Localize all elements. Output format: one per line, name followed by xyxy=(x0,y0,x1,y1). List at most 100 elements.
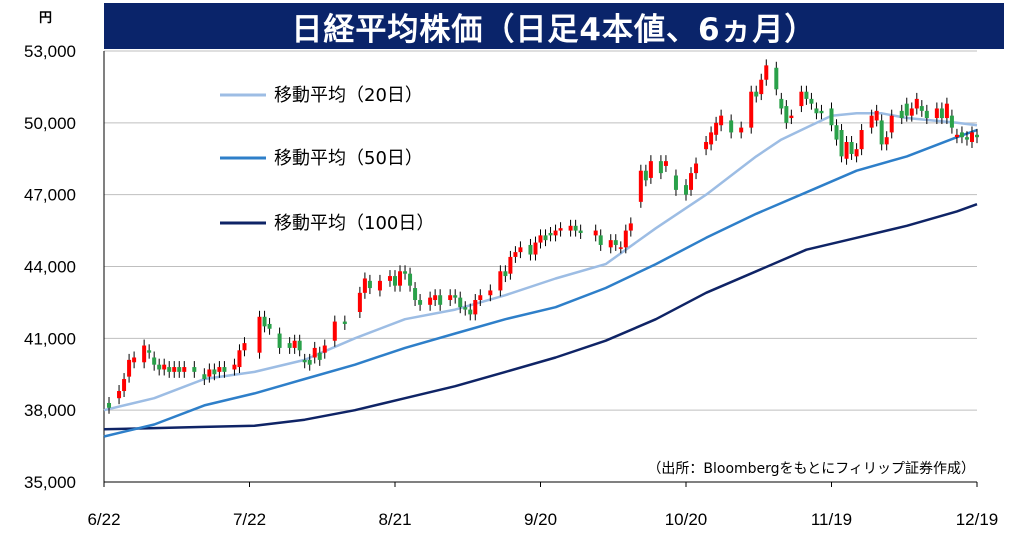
candle-body xyxy=(332,321,337,341)
candle-body xyxy=(874,110,879,121)
candle-body xyxy=(598,235,603,245)
candle-body xyxy=(704,141,709,150)
candle-body xyxy=(558,228,563,231)
candle-body xyxy=(719,115,724,126)
candle-body xyxy=(438,295,443,305)
candle-body xyxy=(779,98,784,109)
candle-body xyxy=(814,108,819,114)
candle-body xyxy=(302,359,307,363)
candle-body xyxy=(593,230,598,236)
candle-body xyxy=(944,103,949,119)
y-tick-label: 35,000 xyxy=(24,473,76,492)
chart-title: 日経平均株価（日足4本値、6ヵ月） xyxy=(104,3,1004,49)
candle-body xyxy=(924,110,929,119)
candle-body xyxy=(287,343,292,348)
ma100-line xyxy=(103,203,978,431)
candle-body xyxy=(553,230,558,236)
candle-body xyxy=(904,103,909,116)
candle-body xyxy=(448,295,453,301)
candle-body xyxy=(643,170,648,181)
candle-body xyxy=(613,240,618,245)
candle-body xyxy=(739,127,744,133)
candle-body xyxy=(658,161,663,174)
candle-body xyxy=(242,343,247,351)
candle-body xyxy=(884,137,889,145)
candle-body xyxy=(433,295,438,301)
candle-body xyxy=(879,120,884,145)
candle-body xyxy=(694,163,699,174)
candle-body xyxy=(809,98,814,104)
candle-body xyxy=(162,364,167,370)
candle-body xyxy=(573,225,578,231)
candle-body xyxy=(774,67,779,90)
y-axis-labels: 35,000 38,000 41,000 44,000 47,000 50,000 53,0… xyxy=(24,42,76,492)
candle-body xyxy=(538,235,543,243)
candles xyxy=(107,59,979,414)
candle-body xyxy=(709,132,714,145)
candle-body xyxy=(202,374,207,380)
x-tick-label: 7/22 xyxy=(233,510,266,529)
candle-body xyxy=(473,300,478,315)
candle-body xyxy=(157,364,162,370)
y-tick-label: 47,000 xyxy=(24,186,76,205)
candle-body xyxy=(799,91,804,107)
y-tick-label: 50,000 xyxy=(24,114,76,133)
candle-body xyxy=(408,273,413,286)
candle-body xyxy=(257,316,262,353)
candle-body xyxy=(934,108,939,119)
candle-body xyxy=(167,367,172,372)
candle-body xyxy=(122,379,127,392)
candle-body xyxy=(528,244,533,255)
candle-body xyxy=(804,91,809,99)
candle-body xyxy=(418,300,423,305)
candle-body xyxy=(182,367,187,372)
x-tick-label: 8/21 xyxy=(378,510,411,529)
candle-body xyxy=(839,130,844,157)
candle-body xyxy=(403,271,408,274)
candle-body xyxy=(107,402,112,408)
candle-body xyxy=(127,359,132,377)
candle-body xyxy=(317,352,322,360)
candle-body xyxy=(172,367,177,372)
candle-body xyxy=(217,367,222,372)
candle-body xyxy=(789,115,794,119)
candle-body xyxy=(548,232,553,236)
candle-body xyxy=(533,242,538,255)
candle-body xyxy=(578,230,583,233)
candle-body xyxy=(212,369,217,375)
candle-body xyxy=(387,276,392,281)
x-tick-label: 12/19 xyxy=(956,510,999,529)
candle-body xyxy=(177,367,182,372)
candle-body xyxy=(222,367,227,372)
candle-body xyxy=(608,240,613,248)
y-tick-label: 38,000 xyxy=(24,401,76,420)
candle-body xyxy=(393,276,397,286)
candle-body xyxy=(357,292,362,312)
candle-body xyxy=(463,307,468,310)
candle-body xyxy=(207,369,212,377)
candle-body xyxy=(869,115,874,128)
y-axis-unit-label: 円 xyxy=(39,11,53,26)
candle-body xyxy=(488,290,493,296)
candle-body xyxy=(889,115,894,133)
candle-body xyxy=(899,110,904,119)
candle-body xyxy=(689,173,694,190)
candle-body xyxy=(959,132,964,138)
candle-body xyxy=(322,345,327,353)
candle-body xyxy=(192,367,197,372)
candle-body xyxy=(673,175,678,190)
candle-body xyxy=(844,141,849,159)
candle-body xyxy=(543,235,548,241)
candle-body xyxy=(237,350,242,368)
candle-body xyxy=(367,280,372,289)
candle-body xyxy=(292,340,297,348)
candle-body xyxy=(829,108,834,126)
candle-body xyxy=(949,115,954,128)
legend-label: 移動平均（50日） xyxy=(274,148,423,169)
candle-body xyxy=(232,364,237,370)
y-tick-label: 41,000 xyxy=(24,329,76,348)
candle-body xyxy=(362,278,367,293)
candle-body xyxy=(307,359,312,365)
candle-body xyxy=(939,108,944,119)
